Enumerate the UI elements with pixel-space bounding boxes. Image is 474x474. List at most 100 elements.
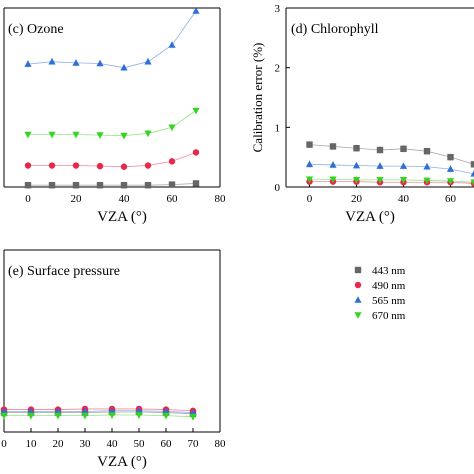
series-line <box>4 411 194 415</box>
data-point <box>96 182 104 189</box>
data-point <box>305 176 314 184</box>
data-point <box>192 180 200 187</box>
data-point <box>470 170 474 177</box>
x-tick-label: 20 <box>53 438 65 450</box>
series-670-nm <box>0 411 197 421</box>
data-point <box>24 182 32 189</box>
y-tick-label: 1 <box>275 122 281 134</box>
data-point <box>54 412 62 420</box>
series-line <box>309 178 474 183</box>
data-point <box>192 107 200 115</box>
x-tick-label: 20 <box>71 193 83 205</box>
x-tick-label: 0 <box>307 193 313 205</box>
data-point <box>400 145 407 153</box>
data-point <box>352 161 361 169</box>
series-line <box>28 110 197 137</box>
x-tick-label: 70 <box>188 438 200 450</box>
x-tick-label: 40 <box>119 193 131 205</box>
y-tick-label: 0 <box>275 182 281 194</box>
data-point <box>376 162 384 169</box>
series-490-nm <box>24 148 200 171</box>
data-point <box>48 57 56 65</box>
data-point <box>27 412 35 420</box>
legend-item: 565 nm <box>354 295 406 307</box>
data-point <box>24 162 32 169</box>
legend-item: 670 nm <box>354 310 406 322</box>
legend-marker <box>354 281 362 289</box>
data-point <box>306 141 313 148</box>
data-point <box>144 57 152 65</box>
data-point <box>470 161 474 168</box>
data-point <box>353 145 360 152</box>
series-line <box>309 163 474 175</box>
data-point <box>81 407 89 415</box>
legend-label: 670 nm <box>372 310 406 322</box>
data-point <box>447 153 454 161</box>
data-point <box>168 124 176 132</box>
series-670-nm <box>24 106 200 140</box>
series-line <box>28 183 197 186</box>
legend: 443 nm 490 nm 565 nm 670 nm <box>354 265 406 322</box>
data-point <box>189 408 197 416</box>
data-point <box>0 407 8 415</box>
series-line <box>4 408 194 412</box>
series-line <box>27 10 197 69</box>
data-point <box>108 412 116 419</box>
y-tick-label: 3 <box>275 3 281 15</box>
y-axis-label: Calibration error (%) <box>250 43 265 153</box>
series-565-nm <box>24 6 200 72</box>
x-axis-label: VZA (°) <box>97 454 147 470</box>
x-tick-label: 60 <box>167 193 179 205</box>
legend-marker <box>354 296 362 303</box>
data-point <box>27 407 35 415</box>
data-point <box>0 412 8 420</box>
data-point <box>352 177 361 184</box>
legend-label: 490 nm <box>372 280 406 292</box>
x-tick-label: 0 <box>25 193 31 205</box>
data-point <box>108 406 116 414</box>
x-tick-label: 80 <box>215 193 227 205</box>
data-point <box>329 161 337 168</box>
data-point <box>329 176 337 184</box>
data-point <box>48 182 56 189</box>
data-point <box>189 414 197 421</box>
panel-ozone: 0 20 40 60 80 VZA (°) (c) Ozone <box>3 6 227 225</box>
x-tick-label: 20 <box>351 193 363 205</box>
panel-title: (e) Surface pressure <box>8 264 120 279</box>
data-point <box>446 165 455 172</box>
legend-item: 443 nm <box>354 265 406 277</box>
x-tick-label: 60 <box>161 438 173 450</box>
x-tick-label: 10 <box>26 438 38 450</box>
data-point <box>168 158 176 165</box>
data-point <box>120 182 128 189</box>
data-point <box>144 162 152 169</box>
series-line <box>309 144 474 165</box>
x-tick-label: 40 <box>398 193 410 205</box>
data-point <box>376 146 384 154</box>
series-line <box>4 410 194 413</box>
data-point <box>135 406 143 414</box>
data-point <box>120 132 128 140</box>
x-tick-label: 0 <box>1 438 7 450</box>
data-point <box>446 178 455 185</box>
x-tick-label: 40 <box>107 438 119 450</box>
data-point <box>54 407 62 415</box>
y-tick-label: 2 <box>275 63 281 75</box>
data-point <box>96 59 104 67</box>
data-point <box>24 131 32 139</box>
legend-marker <box>354 312 362 319</box>
x-tick-label: 80 <box>215 438 227 450</box>
data-point <box>24 60 32 67</box>
data-point <box>329 143 337 150</box>
data-point <box>72 131 80 139</box>
x-axis-label: VZA (°) <box>97 209 147 225</box>
data-point <box>135 412 143 419</box>
legend-label: 565 nm <box>372 295 406 307</box>
x-tick-label: 30 <box>80 438 92 450</box>
data-point <box>192 149 200 156</box>
panel-surface-pressure: 0 10 20 30 40 50 60 70 80 VZA (°) (e) Surface pres… <box>0 249 406 470</box>
panel-title: (d) Chlorophyll <box>291 22 379 37</box>
data-point <box>48 131 56 139</box>
legend-marker <box>354 266 362 274</box>
data-point <box>399 162 408 169</box>
